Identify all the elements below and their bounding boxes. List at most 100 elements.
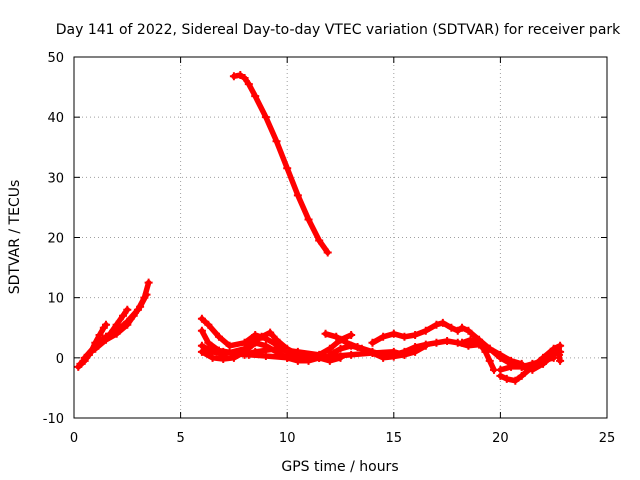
data-point-marker	[208, 353, 217, 362]
data-point-marker	[357, 344, 366, 353]
data-point-marker	[315, 236, 324, 245]
x-tick-label: 15	[386, 431, 403, 446]
y-tick-label: 50	[47, 51, 64, 66]
data-point-marker	[389, 352, 398, 361]
data-point-marker	[95, 330, 104, 339]
data-point-marker	[368, 349, 377, 358]
data-point-marker	[502, 374, 511, 383]
data-point-marker	[240, 338, 249, 347]
chart-title: Day 141 of 2022, Sidereal Day-to-day VTE…	[56, 22, 621, 38]
y-tick-label: 20	[47, 232, 64, 247]
data-point-marker	[129, 311, 138, 320]
data-point-marker	[379, 353, 388, 362]
data-point-marker	[496, 353, 505, 362]
data-point-marker	[517, 362, 526, 371]
data-point-marker	[321, 329, 330, 338]
series-track-early-d	[91, 290, 151, 353]
data-point-marker	[144, 278, 153, 287]
data-point-marker	[251, 92, 260, 101]
data-point-marker	[400, 332, 409, 341]
data-point-marker	[315, 350, 324, 359]
data-point-marker	[197, 314, 206, 323]
series-track-late-b	[458, 335, 499, 374]
data-point-marker	[438, 318, 447, 327]
series-line	[231, 72, 331, 256]
data-point-marker	[261, 352, 270, 361]
data-point-marker	[123, 320, 132, 329]
data-point-marker	[272, 344, 281, 353]
data-point-marker	[136, 302, 145, 311]
data-point-marker	[389, 329, 398, 338]
y-tick-label: 40	[47, 111, 64, 126]
data-point-marker	[507, 362, 516, 371]
data-point-marker	[528, 365, 537, 374]
data-point-marker	[229, 72, 238, 81]
data-point-marker	[251, 330, 260, 339]
data-point-marker	[304, 356, 313, 365]
data-point-marker	[304, 215, 313, 224]
axis-ticks: -10 0 10 20 30 40 50 0 5 10 15 20 25	[43, 51, 616, 446]
data-point-marker	[332, 332, 341, 341]
x-tick-label: 5	[176, 431, 184, 446]
data-point-marker	[80, 353, 89, 362]
y-axis-label: SDTVAR / TECUs	[7, 180, 23, 295]
data-point-marker	[240, 74, 249, 83]
data-point-marker	[214, 332, 223, 341]
data-point-marker	[517, 371, 526, 380]
y-tick-label: 30	[47, 171, 64, 186]
data-point-marker	[197, 326, 206, 335]
data-point-marker	[553, 344, 562, 353]
y-tick-label: 10	[47, 292, 64, 307]
data-point-marker	[421, 341, 430, 350]
data-point-marker	[347, 330, 356, 339]
series-track-mid-g	[325, 341, 430, 362]
data-point-marker	[293, 191, 302, 200]
data-point-marker	[323, 248, 332, 257]
data-point-marker	[481, 347, 490, 356]
data-point-marker	[379, 332, 388, 341]
data-point-marker	[272, 137, 281, 146]
data-point-marker	[496, 365, 505, 374]
data-point-marker	[400, 350, 409, 359]
data-point-marker	[251, 347, 260, 356]
data-point-marker	[251, 338, 260, 347]
data-point-marker	[432, 320, 441, 329]
data-point-marker	[240, 350, 249, 359]
data-point-marker	[336, 353, 345, 362]
data-point-marker	[236, 71, 245, 80]
data-point-marker	[325, 350, 334, 359]
data-point-marker	[421, 326, 430, 335]
data-point-marker	[485, 356, 494, 365]
data-point-marker	[556, 356, 565, 365]
x-tick-label: 0	[70, 431, 78, 446]
x-axis-label: GPS time / hours	[281, 459, 398, 475]
data-point-marker	[411, 330, 420, 339]
data-point-marker	[458, 323, 467, 332]
data-point-marker	[219, 347, 228, 356]
data-point-marker	[447, 323, 456, 332]
data-point-marker	[91, 344, 100, 353]
series-track-late-e	[553, 344, 565, 365]
data-point-marker	[119, 311, 128, 320]
data-point-marker	[432, 338, 441, 347]
data-point-marker	[347, 341, 356, 350]
data-point-marker	[261, 113, 270, 122]
data-point-marker	[466, 335, 475, 344]
data-point-marker	[511, 376, 520, 385]
data-point-marker	[453, 326, 462, 335]
data-point-marker	[197, 347, 206, 356]
data-point-marker	[112, 329, 121, 338]
data-point-marker	[485, 344, 494, 353]
data-point-marker	[411, 347, 420, 356]
y-tick-label: -10	[43, 412, 64, 427]
data-point-marker	[336, 344, 345, 353]
data-point-marker	[244, 80, 253, 89]
data-point-marker	[123, 305, 132, 314]
data-point-marker	[101, 320, 110, 329]
data-point-marker	[293, 347, 302, 356]
data-point-marker	[225, 341, 234, 350]
x-tick-label: 25	[599, 431, 616, 446]
data-point-marker	[204, 338, 213, 347]
